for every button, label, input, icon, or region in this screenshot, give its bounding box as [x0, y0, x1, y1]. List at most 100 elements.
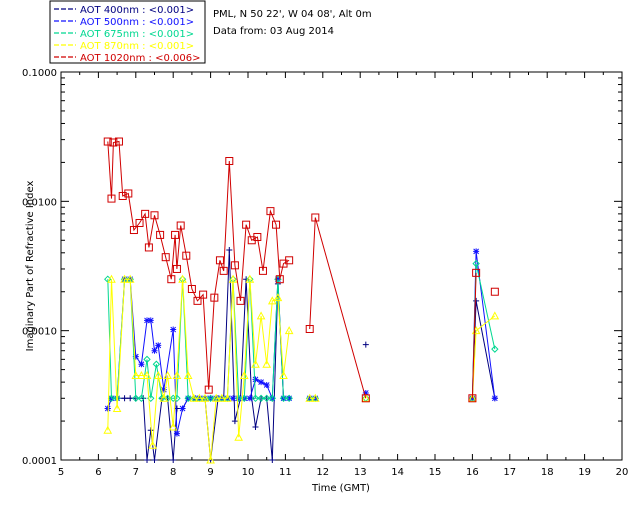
data-point — [228, 274, 238, 283]
date-info: Data from: 03 Aug 2014 — [213, 26, 334, 37]
data-point — [151, 347, 158, 354]
data-point — [252, 423, 259, 430]
data-point — [234, 432, 243, 441]
data-point — [236, 296, 245, 305]
data-point — [231, 418, 238, 425]
x-tick-label: 13 — [354, 467, 367, 478]
data-point — [223, 393, 232, 402]
site-info: PML, N 50 22', W 04 08', Alt 0m — [213, 9, 372, 20]
x-tick-label: 16 — [466, 467, 479, 478]
data-point — [112, 403, 122, 413]
series-layer — [103, 137, 500, 464]
data-point — [362, 341, 369, 348]
data-point — [217, 393, 227, 402]
data-point — [312, 395, 319, 402]
series-4 — [103, 137, 499, 403]
data-point — [285, 256, 294, 265]
x-tick-label: 8 — [170, 467, 176, 478]
data-point — [161, 253, 170, 262]
data-point — [144, 317, 151, 324]
plot-frame — [60, 71, 623, 461]
series-1 — [104, 248, 498, 437]
y-tick-label: 0.1000 — [22, 68, 57, 79]
data-point — [170, 326, 177, 333]
data-point — [141, 209, 150, 218]
x-axis-label: Time (GMT) — [311, 483, 370, 494]
data-point — [152, 360, 161, 368]
data-point — [104, 405, 111, 412]
data-point — [135, 218, 144, 227]
data-point — [179, 405, 186, 412]
data-point — [118, 191, 127, 200]
data-point — [200, 393, 210, 402]
series-line — [471, 300, 496, 399]
data-point — [472, 259, 480, 268]
data-point — [490, 287, 499, 296]
series-3 — [103, 274, 500, 464]
data-point — [120, 274, 129, 283]
data-point — [184, 394, 192, 402]
data-point — [253, 232, 262, 241]
data-point — [170, 457, 177, 463]
data-point — [206, 455, 215, 464]
data-point — [132, 394, 140, 402]
x-tick-label: 15 — [429, 467, 442, 478]
data-point — [252, 376, 259, 383]
y-tick-label: 0.0010 — [22, 327, 57, 338]
data-point — [262, 359, 272, 368]
x-tick-label: 5 — [58, 467, 64, 478]
y-tick-label: 0.0100 — [22, 197, 57, 208]
data-point — [178, 274, 187, 283]
data-point — [107, 194, 116, 203]
data-point — [159, 393, 169, 402]
data-point — [163, 370, 172, 380]
data-point — [107, 394, 116, 402]
legend-entry: AOT 675nm : <0.001> — [80, 29, 194, 40]
data-point — [284, 326, 294, 335]
x-tick-label: 9 — [207, 467, 213, 478]
data-point — [131, 370, 141, 380]
data-point — [151, 457, 158, 463]
data-point — [286, 395, 293, 402]
data-point — [107, 274, 116, 283]
data-point — [263, 382, 270, 389]
data-point — [468, 393, 477, 402]
data-point — [156, 230, 165, 239]
data-point — [171, 230, 180, 239]
data-point — [273, 293, 283, 302]
x-tick-label: 14 — [391, 467, 404, 478]
data-point — [215, 256, 224, 265]
data-point — [114, 137, 123, 146]
x-tick-label: 19 — [578, 467, 591, 478]
data-point — [193, 296, 202, 305]
x-tick-label: 7 — [133, 467, 139, 478]
x-tick-label: 17 — [503, 467, 516, 478]
y-tick-label: 0.0001 — [22, 456, 57, 467]
data-point — [183, 370, 193, 380]
data-point — [137, 370, 146, 380]
data-point — [160, 386, 167, 393]
data-point — [142, 370, 152, 380]
x-tick-label: 20 — [616, 467, 629, 478]
data-point — [279, 394, 288, 402]
data-point — [219, 266, 228, 275]
data-point — [138, 361, 145, 368]
data-point — [239, 370, 249, 380]
data-point — [103, 425, 113, 434]
data-point — [251, 394, 260, 402]
data-point — [242, 220, 251, 229]
legend-entry: AOT 400nm : <0.001> — [80, 5, 194, 16]
data-point — [121, 395, 128, 402]
data-point — [168, 422, 178, 431]
data-point — [211, 393, 221, 402]
data-point — [246, 395, 253, 402]
data-point — [305, 393, 315, 402]
series-2 — [104, 259, 499, 402]
data-point — [275, 275, 284, 284]
data-point — [310, 393, 320, 402]
data-point — [144, 243, 153, 252]
data-point — [144, 457, 151, 463]
data-point — [490, 311, 500, 320]
data-point — [132, 353, 139, 360]
data-point — [234, 394, 243, 402]
